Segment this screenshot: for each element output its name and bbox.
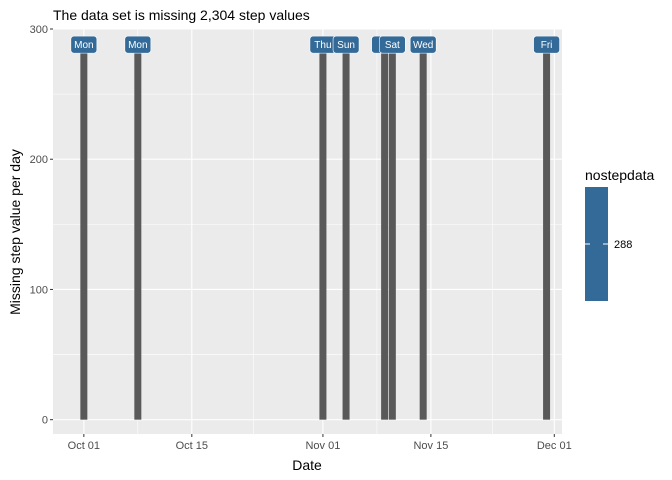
bar-label-text: Mon (128, 40, 147, 51)
legend: nostepdata 288 (585, 167, 654, 301)
x-tick-label: Dec 01 (537, 440, 572, 452)
bar-label-box (332, 35, 360, 54)
x-tick-label: Nov 15 (413, 440, 448, 452)
legend-title: nostepdata (585, 167, 654, 183)
y-tick-label: 300 (30, 24, 48, 36)
y-tick-label: 0 (42, 415, 48, 427)
x-tick-label: Nov 01 (305, 440, 340, 452)
bar-label-text: Fri (541, 40, 553, 51)
bar (342, 44, 350, 420)
legend-color-bar (585, 187, 608, 301)
bar (319, 44, 327, 420)
y-axis-title: Missing step value per day (7, 149, 23, 315)
bar-label: Wed (409, 35, 437, 54)
bar-label: Sun (332, 35, 360, 54)
bar-label-text: Mon (74, 40, 93, 51)
plot-panel (53, 29, 562, 434)
bar-label-text: Sun (337, 40, 355, 51)
bar (80, 44, 88, 420)
bar-label-box (379, 35, 406, 54)
bar (419, 44, 427, 420)
bar-label-box (124, 35, 152, 54)
bar (134, 44, 142, 420)
bar-label: Mon (70, 35, 98, 54)
legend-entry-label: 288 (614, 239, 632, 251)
bar-label-text: Wed (413, 40, 433, 51)
y-axis-ticks: 0 100 200 300 (30, 24, 53, 427)
x-tick-label: Oct 01 (68, 440, 100, 452)
x-tick-label: Oct 15 (176, 440, 208, 452)
bar-label: Sat (379, 35, 406, 54)
y-tick-label: 100 (30, 284, 48, 296)
bar-labels: MonMonThuSunFriSatWedFri (70, 35, 560, 54)
bar-label: Thu (309, 35, 337, 54)
y-tick-label: 200 (30, 154, 48, 166)
bar-label-box (409, 35, 437, 54)
bar (543, 44, 551, 420)
bar-label: Fri (533, 35, 560, 54)
bar-label-box (533, 35, 560, 54)
x-axis-title: Date (292, 457, 322, 473)
chart-title: The data set is missing 2,304 step value… (53, 7, 310, 23)
bar (388, 44, 396, 420)
x-axis-ticks: Oct 01 Oct 15 Nov 01 Nov 15 Dec 01 (68, 434, 572, 452)
bar-label-text: Sat (385, 40, 400, 51)
bar-label-box (70, 35, 98, 54)
bar-label-text: Thu (314, 40, 331, 51)
bar-label: Mon (124, 35, 152, 54)
bars (80, 44, 551, 420)
bar (381, 44, 389, 420)
